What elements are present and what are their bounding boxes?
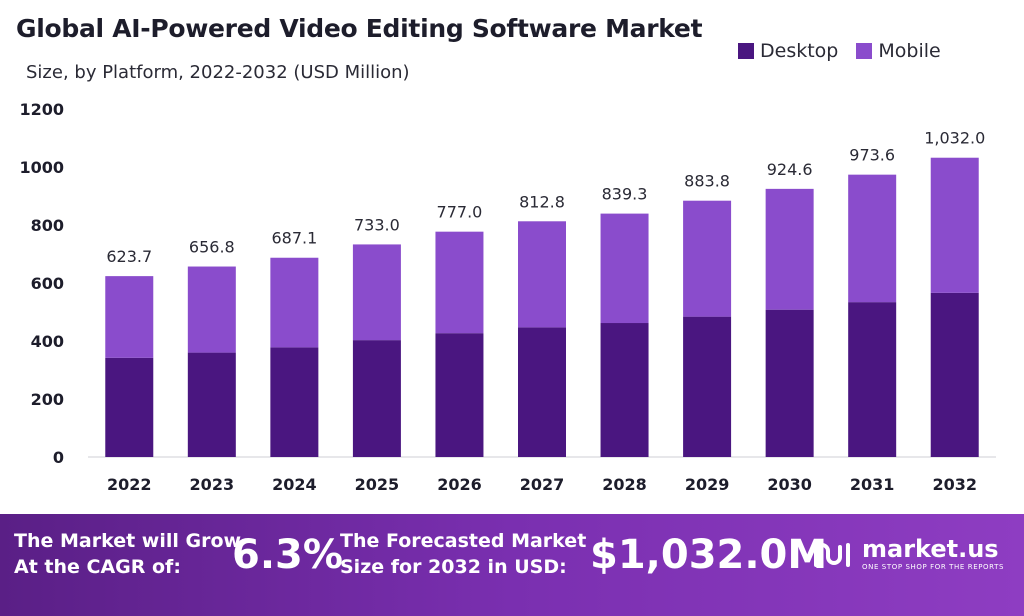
x-tick-label: 2031 <box>850 475 895 494</box>
bar-desktop <box>270 347 319 457</box>
brand-name: market.us <box>862 535 999 563</box>
bar-desktop <box>187 352 236 457</box>
brand-tagline: ONE STOP SHOP FOR THE REPORTS <box>862 563 1005 571</box>
data-label-total: 924.6 <box>767 160 813 179</box>
data-label-total: 1,032.0 <box>924 129 985 148</box>
legend-label-desktop: Desktop <box>760 40 839 62</box>
x-tick-label: 2025 <box>355 475 400 494</box>
legend-item-desktop: Desktop <box>738 40 838 62</box>
data-label-total: 623.7 <box>106 247 152 266</box>
legend: Desktop Mobile <box>738 40 941 62</box>
data-label-total: 839.3 <box>602 185 648 204</box>
y-tick-label: 0 <box>53 448 64 467</box>
bar-desktop <box>683 316 732 457</box>
y-tick-label: 200 <box>31 390 64 409</box>
bar-desktop <box>848 302 897 457</box>
forecast-value: $1,032.0M <box>590 532 828 578</box>
bar-mobile <box>270 257 319 348</box>
forecast-caption-line1: The Forecasted Market <box>340 530 587 552</box>
data-label-total: 973.6 <box>849 146 895 165</box>
bar-mobile <box>930 157 979 293</box>
y-tick-label: 800 <box>31 216 64 235</box>
forecast-caption-line2: Size for 2032 in USD: <box>340 556 567 578</box>
legend-item-mobile: Mobile <box>856 40 941 62</box>
y-tick-label: 1200 <box>19 100 64 119</box>
bar-mobile <box>765 188 814 310</box>
x-tick-label: 2022 <box>107 475 152 494</box>
cagr-caption: The Market will Grow At the CAGR of: <box>14 528 241 580</box>
bar-mobile <box>848 174 897 303</box>
x-tick-label: 2030 <box>767 475 812 494</box>
legend-swatch-mobile <box>856 43 873 59</box>
chart-title: Global AI-Powered Video Editing Software… <box>16 14 703 43</box>
x-tick-label: 2023 <box>190 475 235 494</box>
bar-desktop <box>435 333 484 457</box>
bar-desktop <box>352 340 401 457</box>
bar-mobile <box>105 276 154 358</box>
x-tick-label: 2024 <box>272 475 317 494</box>
cagr-caption-line1: The Market will Grow <box>14 530 242 552</box>
bar-desktop <box>105 357 154 457</box>
data-label-total: 733.0 <box>354 215 400 234</box>
y-tick-label: 1000 <box>19 158 64 177</box>
legend-swatch-desktop <box>738 43 754 59</box>
market-us-logo-icon <box>814 543 850 567</box>
bar-mobile <box>187 266 236 353</box>
x-tick-label: 2028 <box>602 475 647 494</box>
bar-mobile <box>435 231 484 334</box>
y-tick-label: 600 <box>31 274 64 293</box>
bar-chart: 0 200 400 600 800 1000 1200 623.7 2022 656.8 2023 6… <box>19 100 996 494</box>
bar-desktop <box>518 327 566 457</box>
x-tick-label: 2029 <box>685 475 730 494</box>
brand-logo: market.us ONE STOP SHOP FOR THE REPORTS <box>812 536 1004 572</box>
bar-mobile <box>600 213 649 324</box>
data-label-total: 812.8 <box>519 192 565 211</box>
data-label-total: 687.1 <box>271 229 317 248</box>
y-tick-label: 400 <box>31 332 64 351</box>
x-tick-label: 2027 <box>520 475 565 494</box>
bar-mobile <box>518 221 566 328</box>
bar-mobile <box>683 200 732 317</box>
legend-label-mobile: Mobile <box>878 40 941 62</box>
cagr-value: 6.3% <box>232 532 343 578</box>
forecast-caption: The Forecasted Market Size for 2032 in U… <box>340 528 586 580</box>
data-label-total: 883.8 <box>684 172 730 191</box>
chart-subtitle: Size, by Platform, 2022-2032 (USD Millio… <box>26 62 410 83</box>
x-tick-label: 2032 <box>932 475 977 494</box>
bar-desktop <box>600 323 649 457</box>
data-label-total: 777.0 <box>437 203 483 222</box>
x-tick-label: 2026 <box>437 475 482 494</box>
footer-banner: The Market will Grow At the CAGR of: 6.3… <box>0 514 1024 616</box>
data-label-total: 656.8 <box>189 238 235 257</box>
bar-desktop <box>765 309 814 457</box>
cagr-caption-line2: At the CAGR of: <box>14 556 181 578</box>
bar-mobile <box>352 244 401 341</box>
bar-desktop <box>930 292 979 457</box>
